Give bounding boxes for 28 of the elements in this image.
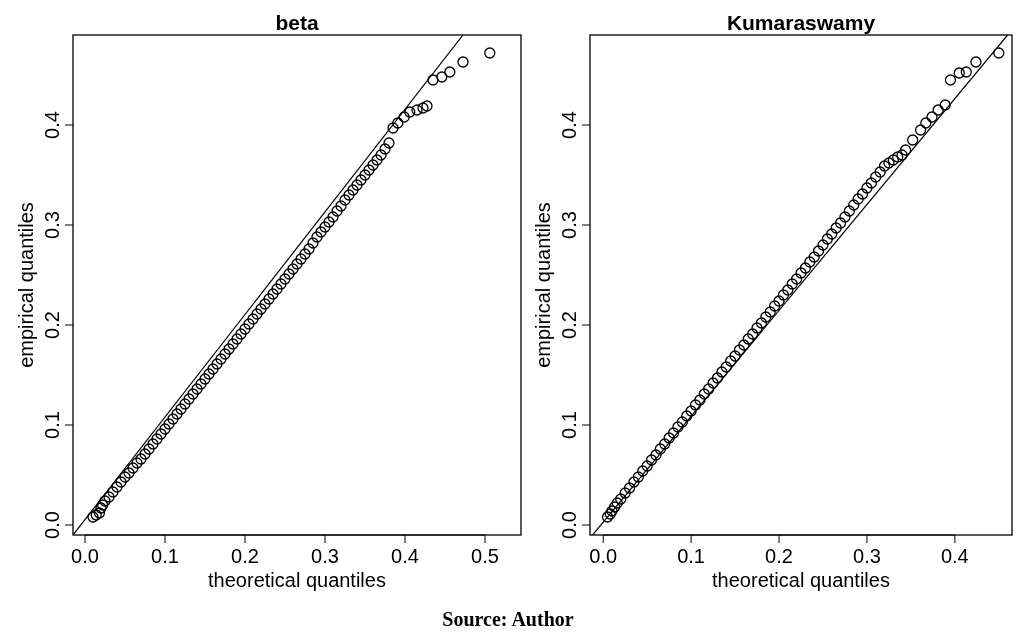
- y-tick-label: 0.3: [558, 211, 580, 239]
- y-tick-label: 0.4: [41, 111, 63, 139]
- source-note: Source: Author: [442, 608, 574, 630]
- y-axis-title: empirical quantiles: [15, 202, 37, 368]
- x-tick-label: 0.2: [765, 545, 793, 567]
- x-tick-label: 0.4: [940, 545, 969, 567]
- chart-title: beta: [275, 11, 319, 34]
- x-axis-title: theoretical quantiles: [712, 569, 890, 591]
- y-axis-title: empirical quantiles: [532, 202, 554, 368]
- x-tick-label: 0.2: [231, 545, 259, 567]
- chart-title: Kumaraswamy: [726, 11, 876, 34]
- y-tick-label: 0.2: [41, 311, 63, 339]
- x-tick-label: 0.0: [71, 545, 99, 567]
- y-tick-label: 0.1: [41, 411, 63, 439]
- x-tick-label: 0.5: [471, 545, 499, 567]
- x-tick-label: 0.3: [311, 545, 339, 567]
- y-tick-label: 0.2: [558, 311, 580, 339]
- x-tick-label: 0.0: [589, 545, 618, 567]
- x-tick-label: 0.3: [853, 545, 881, 567]
- x-axis-title: theoretical quantiles: [208, 569, 386, 591]
- y-tick-label: 0.0: [41, 511, 63, 539]
- x-tick-label: 0.1: [151, 545, 179, 567]
- y-tick-label: 0.1: [558, 411, 580, 439]
- y-tick-label: 0.3: [41, 211, 63, 239]
- y-tick-label: 0.4: [558, 111, 580, 139]
- x-tick-label: 0.1: [677, 545, 706, 567]
- y-tick-label: 0.0: [558, 511, 580, 539]
- x-tick-label: 0.4: [391, 545, 419, 567]
